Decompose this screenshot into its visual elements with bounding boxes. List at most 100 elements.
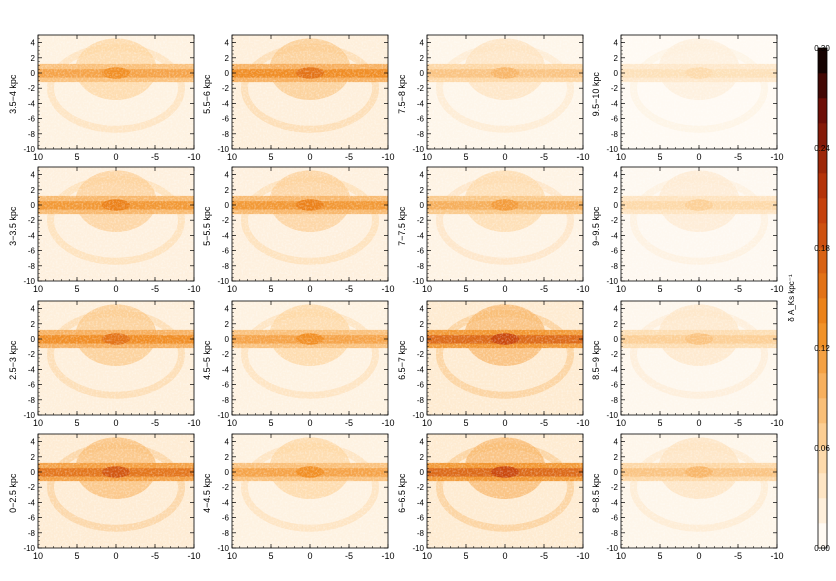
colorbar-swatch xyxy=(818,498,827,524)
colorbar-swatch xyxy=(818,323,827,349)
y-tick-label: 2 xyxy=(420,453,425,462)
y-tick-label: -10 xyxy=(412,145,424,154)
panel-label: 8.5−9 kpc xyxy=(591,340,601,380)
x-tick-label: 10 xyxy=(616,418,626,428)
x-tick-label: -5 xyxy=(540,152,548,162)
y-tick-label: -6 xyxy=(611,381,619,390)
x-tick-label: 0 xyxy=(307,551,312,561)
panel: 10 5 0 -5 -10 4 2 0 -2 -4 -6 -8 -10 8.5−9 kpc xyxy=(591,300,784,428)
extinction-map xyxy=(232,35,388,149)
x-tick-label: 0 xyxy=(307,152,312,162)
x-tick-label: 5 xyxy=(74,284,79,294)
y-tick-label: 0 xyxy=(225,201,230,210)
y-tick-label: 0 xyxy=(31,335,36,344)
colorbar-swatch xyxy=(818,523,827,549)
extinction-map xyxy=(38,167,194,281)
x-tick-label: 10 xyxy=(33,284,43,294)
panel: 10 5 0 -5 -10 4 2 0 -2 -4 -6 -8 -10 9.5−10 kpc xyxy=(591,34,784,162)
panel: 10 5 0 -5 -10 4 2 0 -2 -4 -6 -8 -10 3.5−4 kpc xyxy=(8,34,201,162)
panel: 10 5 0 -5 -10 4 2 0 -2 -4 -6 -8 -10 3−3.5 kpc xyxy=(8,166,201,294)
colorbar-swatch xyxy=(818,448,827,474)
x-tick-label: 0 xyxy=(113,551,118,561)
y-tick-label: -8 xyxy=(28,130,36,139)
y-tick-label: 2 xyxy=(614,453,619,462)
panel-label: 7−7.5 kpc xyxy=(397,206,407,246)
x-tick-label: 5 xyxy=(657,418,662,428)
y-tick-label: -8 xyxy=(222,396,230,405)
x-tick-label: 0 xyxy=(696,551,701,561)
colorbar-swatch xyxy=(818,473,827,499)
extinction-map xyxy=(232,434,388,548)
y-tick-label: 0 xyxy=(225,468,230,477)
extinction-map xyxy=(621,35,777,149)
y-tick-label: 4 xyxy=(614,305,619,314)
panel: 10 5 0 -5 -10 4 2 0 -2 -4 -6 -8 -10 7.5−8 kpc xyxy=(397,34,590,162)
y-tick-label: -8 xyxy=(28,396,36,405)
x-tick-label: 5 xyxy=(463,152,468,162)
x-tick-label: 5 xyxy=(74,152,79,162)
extinction-map xyxy=(621,434,777,548)
colorbar-swatch xyxy=(818,248,827,274)
panel-label: 3−3.5 kpc xyxy=(8,206,18,246)
x-tick-label: 10 xyxy=(422,152,432,162)
x-tick-label: -10 xyxy=(187,551,200,561)
x-tick-label: -10 xyxy=(576,418,589,428)
x-tick-label: -10 xyxy=(576,152,589,162)
x-tick-label: 5 xyxy=(657,152,662,162)
x-tick-label: -5 xyxy=(540,418,548,428)
y-tick-label: -2 xyxy=(417,350,425,359)
y-tick-label: 0 xyxy=(614,69,619,78)
panel: 10 5 0 -5 -10 4 2 0 -2 -4 -6 -8 -10 0−2.5 kpc xyxy=(8,433,201,561)
x-tick-label: 5 xyxy=(463,551,468,561)
colorbar-tick-label: 0.06 xyxy=(814,444,830,453)
y-tick-label: -10 xyxy=(606,411,618,420)
panel-label: 7.5−8 kpc xyxy=(397,74,407,114)
y-tick-label: -8 xyxy=(417,262,425,271)
y-tick-label: 2 xyxy=(225,186,230,195)
y-tick-label: 4 xyxy=(420,438,425,447)
y-tick-label: 0 xyxy=(31,201,36,210)
colorbar-swatch xyxy=(818,173,827,199)
y-tick-label: -8 xyxy=(28,529,36,538)
y-tick-label: -4 xyxy=(417,365,425,374)
x-tick-label: -10 xyxy=(770,551,783,561)
y-tick-label: -10 xyxy=(23,544,35,553)
y-tick-label: -2 xyxy=(28,84,36,93)
colorbar-swatch xyxy=(818,373,827,399)
panel-label: 6−6.5 kpc xyxy=(397,473,407,513)
extinction-map xyxy=(232,167,388,281)
x-tick-label: 10 xyxy=(227,551,237,561)
y-tick-label: 4 xyxy=(225,438,230,447)
extinction-map xyxy=(232,301,388,415)
x-tick-label: 10 xyxy=(422,284,432,294)
panel-label: 4−4.5 kpc xyxy=(202,473,212,513)
x-tick-label: -10 xyxy=(381,551,394,561)
panel-label: 4.5−5 kpc xyxy=(202,340,212,380)
panel: 10 5 0 -5 -10 4 2 0 -2 -4 -6 -8 -10 7−7.5 kpc xyxy=(397,166,590,294)
panel-label: 3.5−4 kpc xyxy=(8,74,18,114)
x-tick-label: 0 xyxy=(502,418,507,428)
y-tick-label: 0 xyxy=(225,69,230,78)
y-tick-label: 2 xyxy=(420,54,425,63)
y-tick-label: -6 xyxy=(611,514,619,523)
y-tick-label: 0 xyxy=(225,335,230,344)
y-tick-label: -4 xyxy=(28,231,36,240)
colorbar-tick-label: 0.12 xyxy=(814,344,830,353)
panel: 10 5 0 -5 -10 4 2 0 -2 -4 -6 -8 -10 8−8.5 kpc xyxy=(591,433,784,561)
extinction-map xyxy=(427,434,583,548)
x-tick-label: -5 xyxy=(734,551,742,561)
y-tick-label: -10 xyxy=(412,277,424,286)
y-tick-label: -10 xyxy=(412,411,424,420)
x-tick-label: -5 xyxy=(540,284,548,294)
x-tick-label: -10 xyxy=(187,418,200,428)
y-tick-label: -8 xyxy=(611,529,619,538)
y-tick-label: 0 xyxy=(420,69,425,78)
x-tick-label: -5 xyxy=(345,284,353,294)
panel: 10 5 0 -5 -10 4 2 0 -2 -4 -6 -8 -10 9−9.5 kpc xyxy=(591,166,784,294)
colorbar-swatch xyxy=(818,423,827,449)
y-tick-label: -2 xyxy=(28,216,36,225)
x-tick-label: 5 xyxy=(74,551,79,561)
x-tick-label: -5 xyxy=(151,152,159,162)
y-tick-label: -10 xyxy=(23,411,35,420)
y-tick-label: 2 xyxy=(614,186,619,195)
